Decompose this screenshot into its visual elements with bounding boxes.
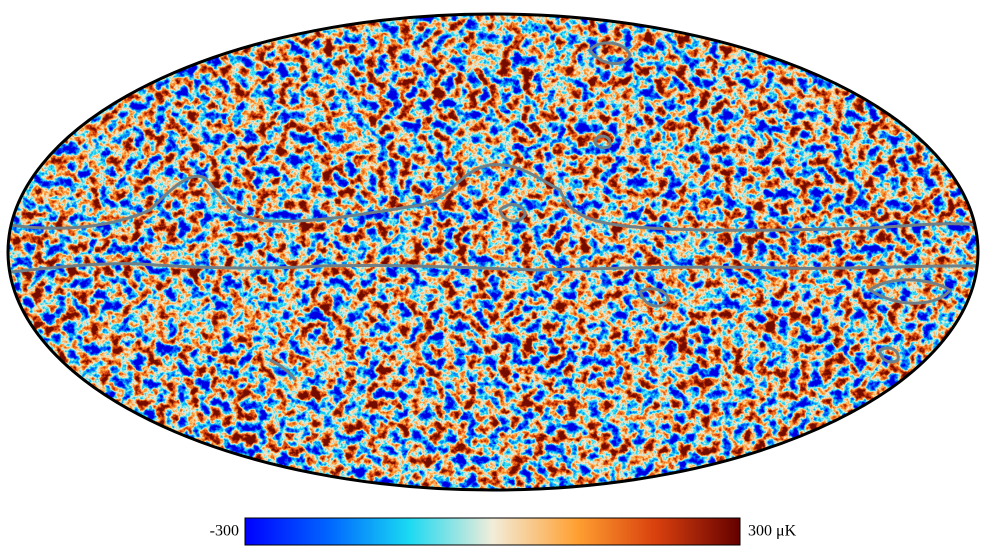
sky-map — [8, 14, 978, 490]
colorbar-tick-label: -300 — [210, 523, 239, 540]
temperature-field — [8, 14, 978, 490]
map-border — [6, 12, 980, 492]
mask-contours — [9, 41, 978, 381]
colorbar — [244, 517, 741, 546]
colorbar-tick-label: 300 μK — [748, 523, 797, 540]
